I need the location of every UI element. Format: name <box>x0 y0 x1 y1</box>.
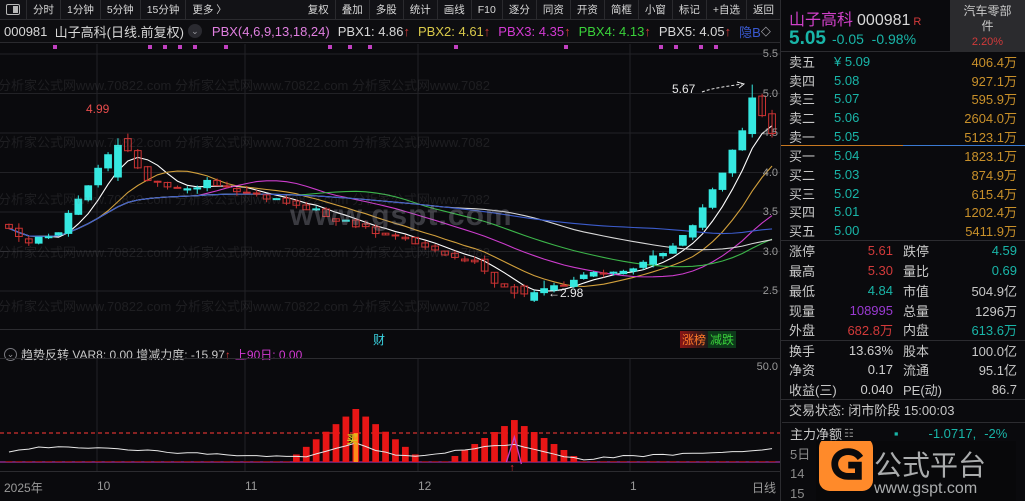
svg-text:公式平台: 公式平台 <box>874 450 986 481</box>
svg-text:买: 买 <box>347 433 358 446</box>
svg-text:↑: ↑ <box>509 462 515 471</box>
svg-text:www.gspt.com: www.gspt.com <box>873 480 977 497</box>
